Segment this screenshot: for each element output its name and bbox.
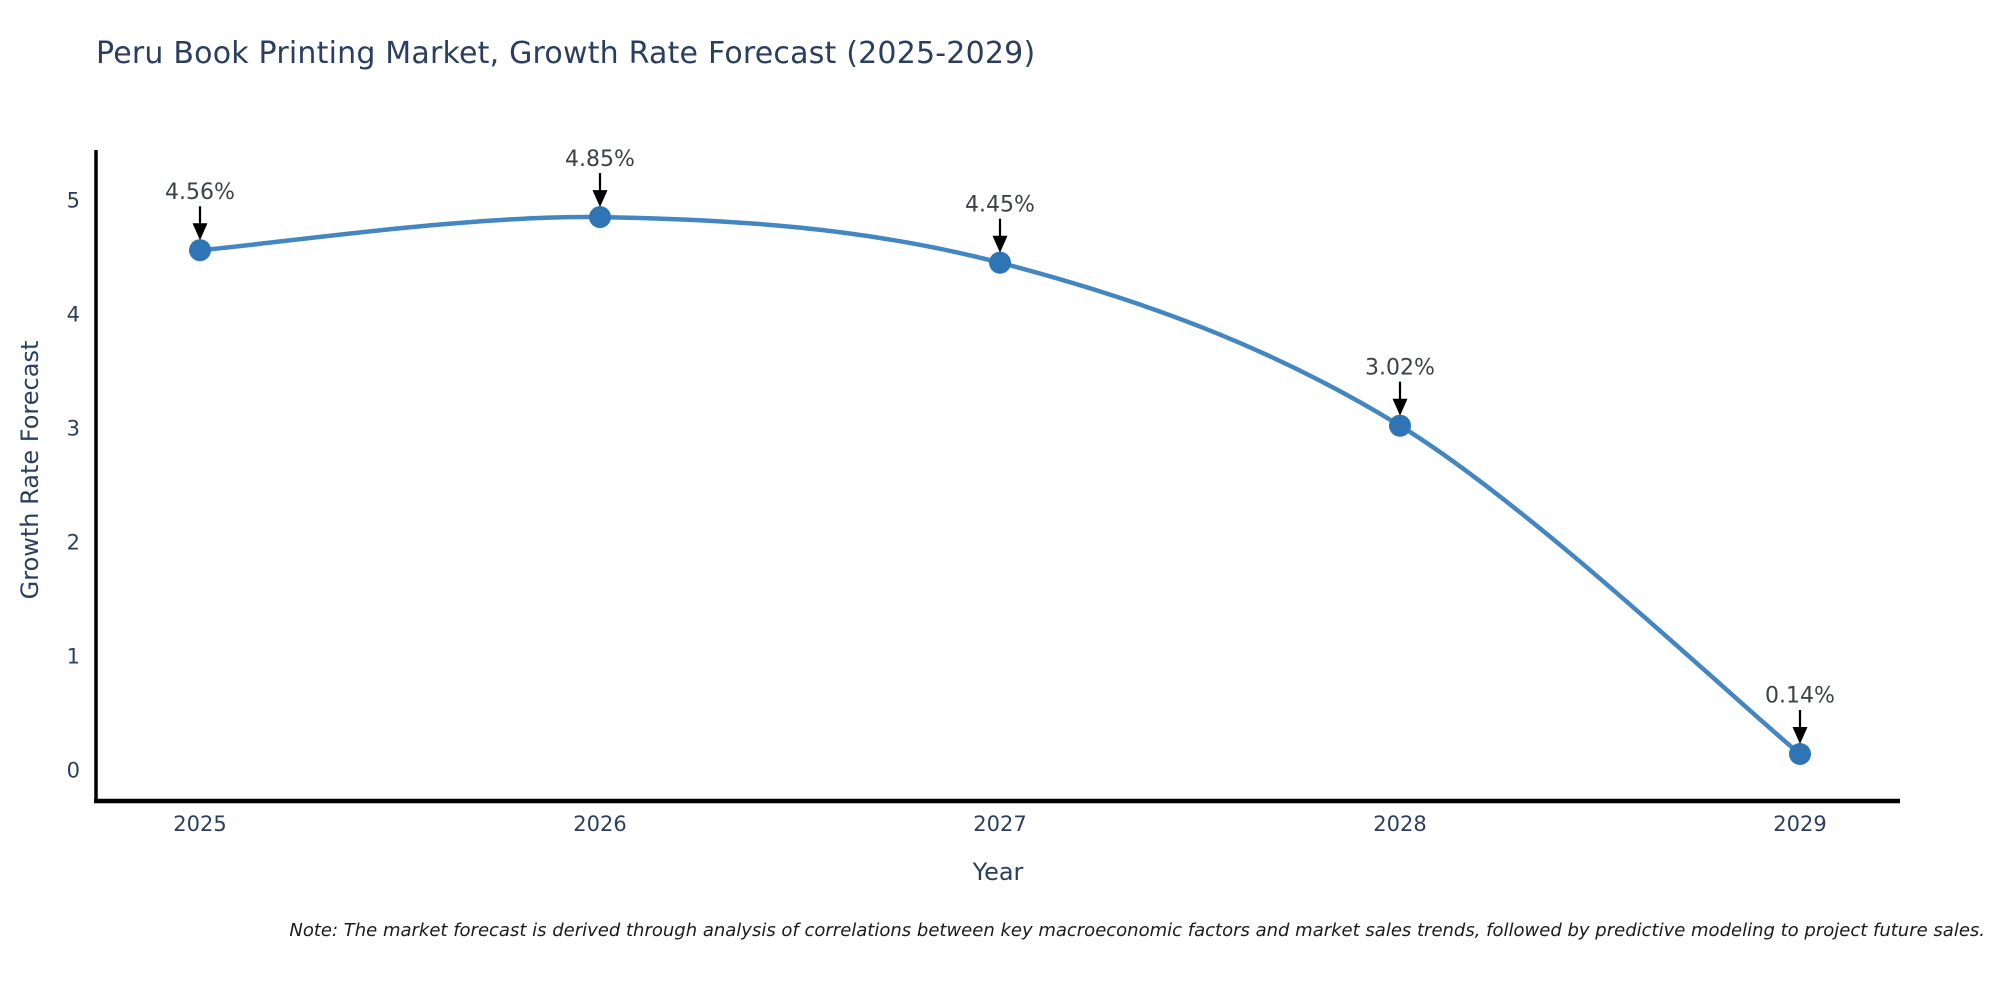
x-tick-label: 2025 <box>173 812 226 836</box>
x-axis-title: Year <box>0 858 2000 886</box>
x-axis-title-text: Year <box>972 858 1024 886</box>
chart-footnote: Note: The market forecast is derived thr… <box>289 920 1985 941</box>
data-point-label: 0.14% <box>1765 684 1835 709</box>
data-point-label: 4.56% <box>165 180 235 205</box>
y-tick-label: 4 <box>67 302 80 326</box>
chart-title: Peru Book Printing Market, Growth Rate F… <box>96 36 1036 71</box>
x-tick-label: 2026 <box>573 812 626 836</box>
forecast-line <box>197 214 1803 757</box>
data-point-label: 4.45% <box>965 192 1035 217</box>
data-point-marker <box>189 239 211 262</box>
annotation-arrow-head <box>1392 398 1408 416</box>
data-point-marker <box>589 206 611 229</box>
y-tick-label: 5 <box>67 188 80 212</box>
data-point-label: 3.02% <box>1365 355 1435 380</box>
y-tick-label: 3 <box>67 416 80 440</box>
data-point-label: 4.85% <box>565 147 635 172</box>
x-tick-label: 2029 <box>1773 812 1826 836</box>
annotation-arrow-head <box>592 190 608 208</box>
annotation-arrow-head <box>192 223 208 241</box>
annotation-arrow-head <box>1792 727 1808 744</box>
annotation-arrow-head <box>992 235 1008 253</box>
y-tick-label: 0 <box>67 758 80 782</box>
data-point-marker <box>1389 414 1411 437</box>
y-tick-label: 1 <box>67 644 80 668</box>
x-tick-label: 2028 <box>1373 812 1426 836</box>
x-tick-label: 2027 <box>973 812 1026 836</box>
data-point-marker <box>1789 743 1811 765</box>
y-tick-label: 2 <box>67 530 80 554</box>
data-point-marker <box>989 251 1011 274</box>
